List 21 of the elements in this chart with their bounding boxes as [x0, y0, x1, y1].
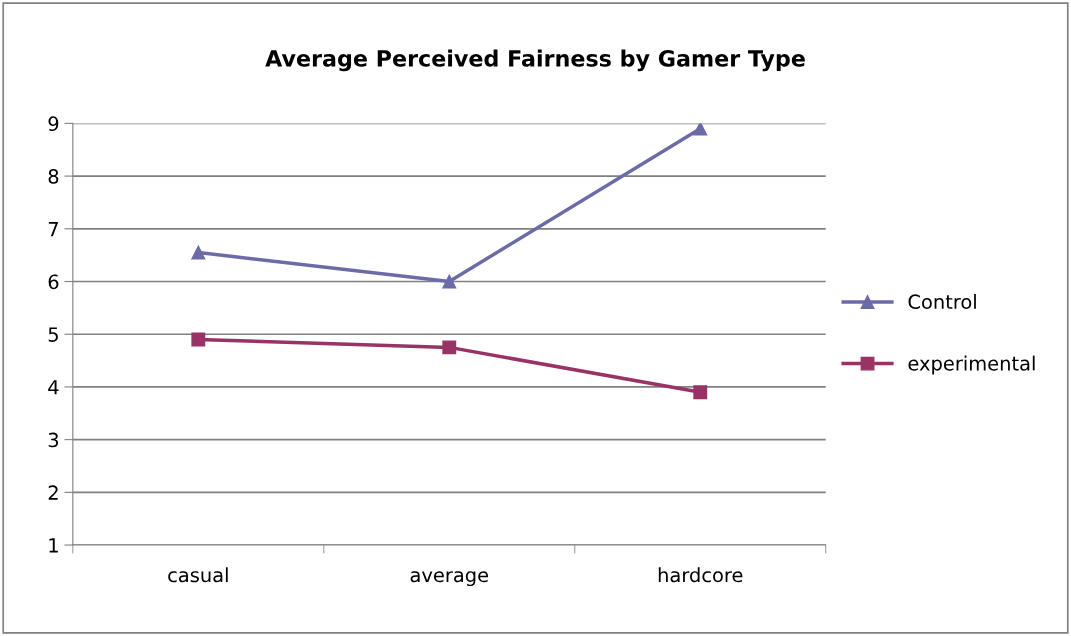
y-tick-label: 2: [48, 485, 58, 500]
y-tick-label: 6: [48, 274, 59, 290]
x-tick-label: hardcore: [658, 567, 743, 583]
point: [693, 123, 708, 136]
y-tick-label: 1: [49, 538, 58, 553]
legend-label: experimental: [908, 355, 1035, 375]
y-tick-label: 4: [48, 380, 59, 395]
y-tick-label: 5: [48, 327, 58, 342]
legend-label: Control: [908, 294, 976, 310]
y-tick-label: 3: [48, 432, 59, 448]
point: [442, 340, 457, 355]
y-tick-label: 8: [48, 169, 59, 184]
point: [191, 245, 206, 260]
point: [442, 274, 457, 289]
y-tick-label: 9: [48, 116, 59, 132]
x-tick-label: casual: [168, 567, 228, 583]
x-tick-label: average: [410, 571, 489, 587]
point: [693, 385, 708, 400]
y-tick-label: 7: [48, 222, 58, 237]
point: [191, 332, 206, 347]
chart-title: Average Perceived Fairness by Gamer Type: [265, 49, 805, 72]
